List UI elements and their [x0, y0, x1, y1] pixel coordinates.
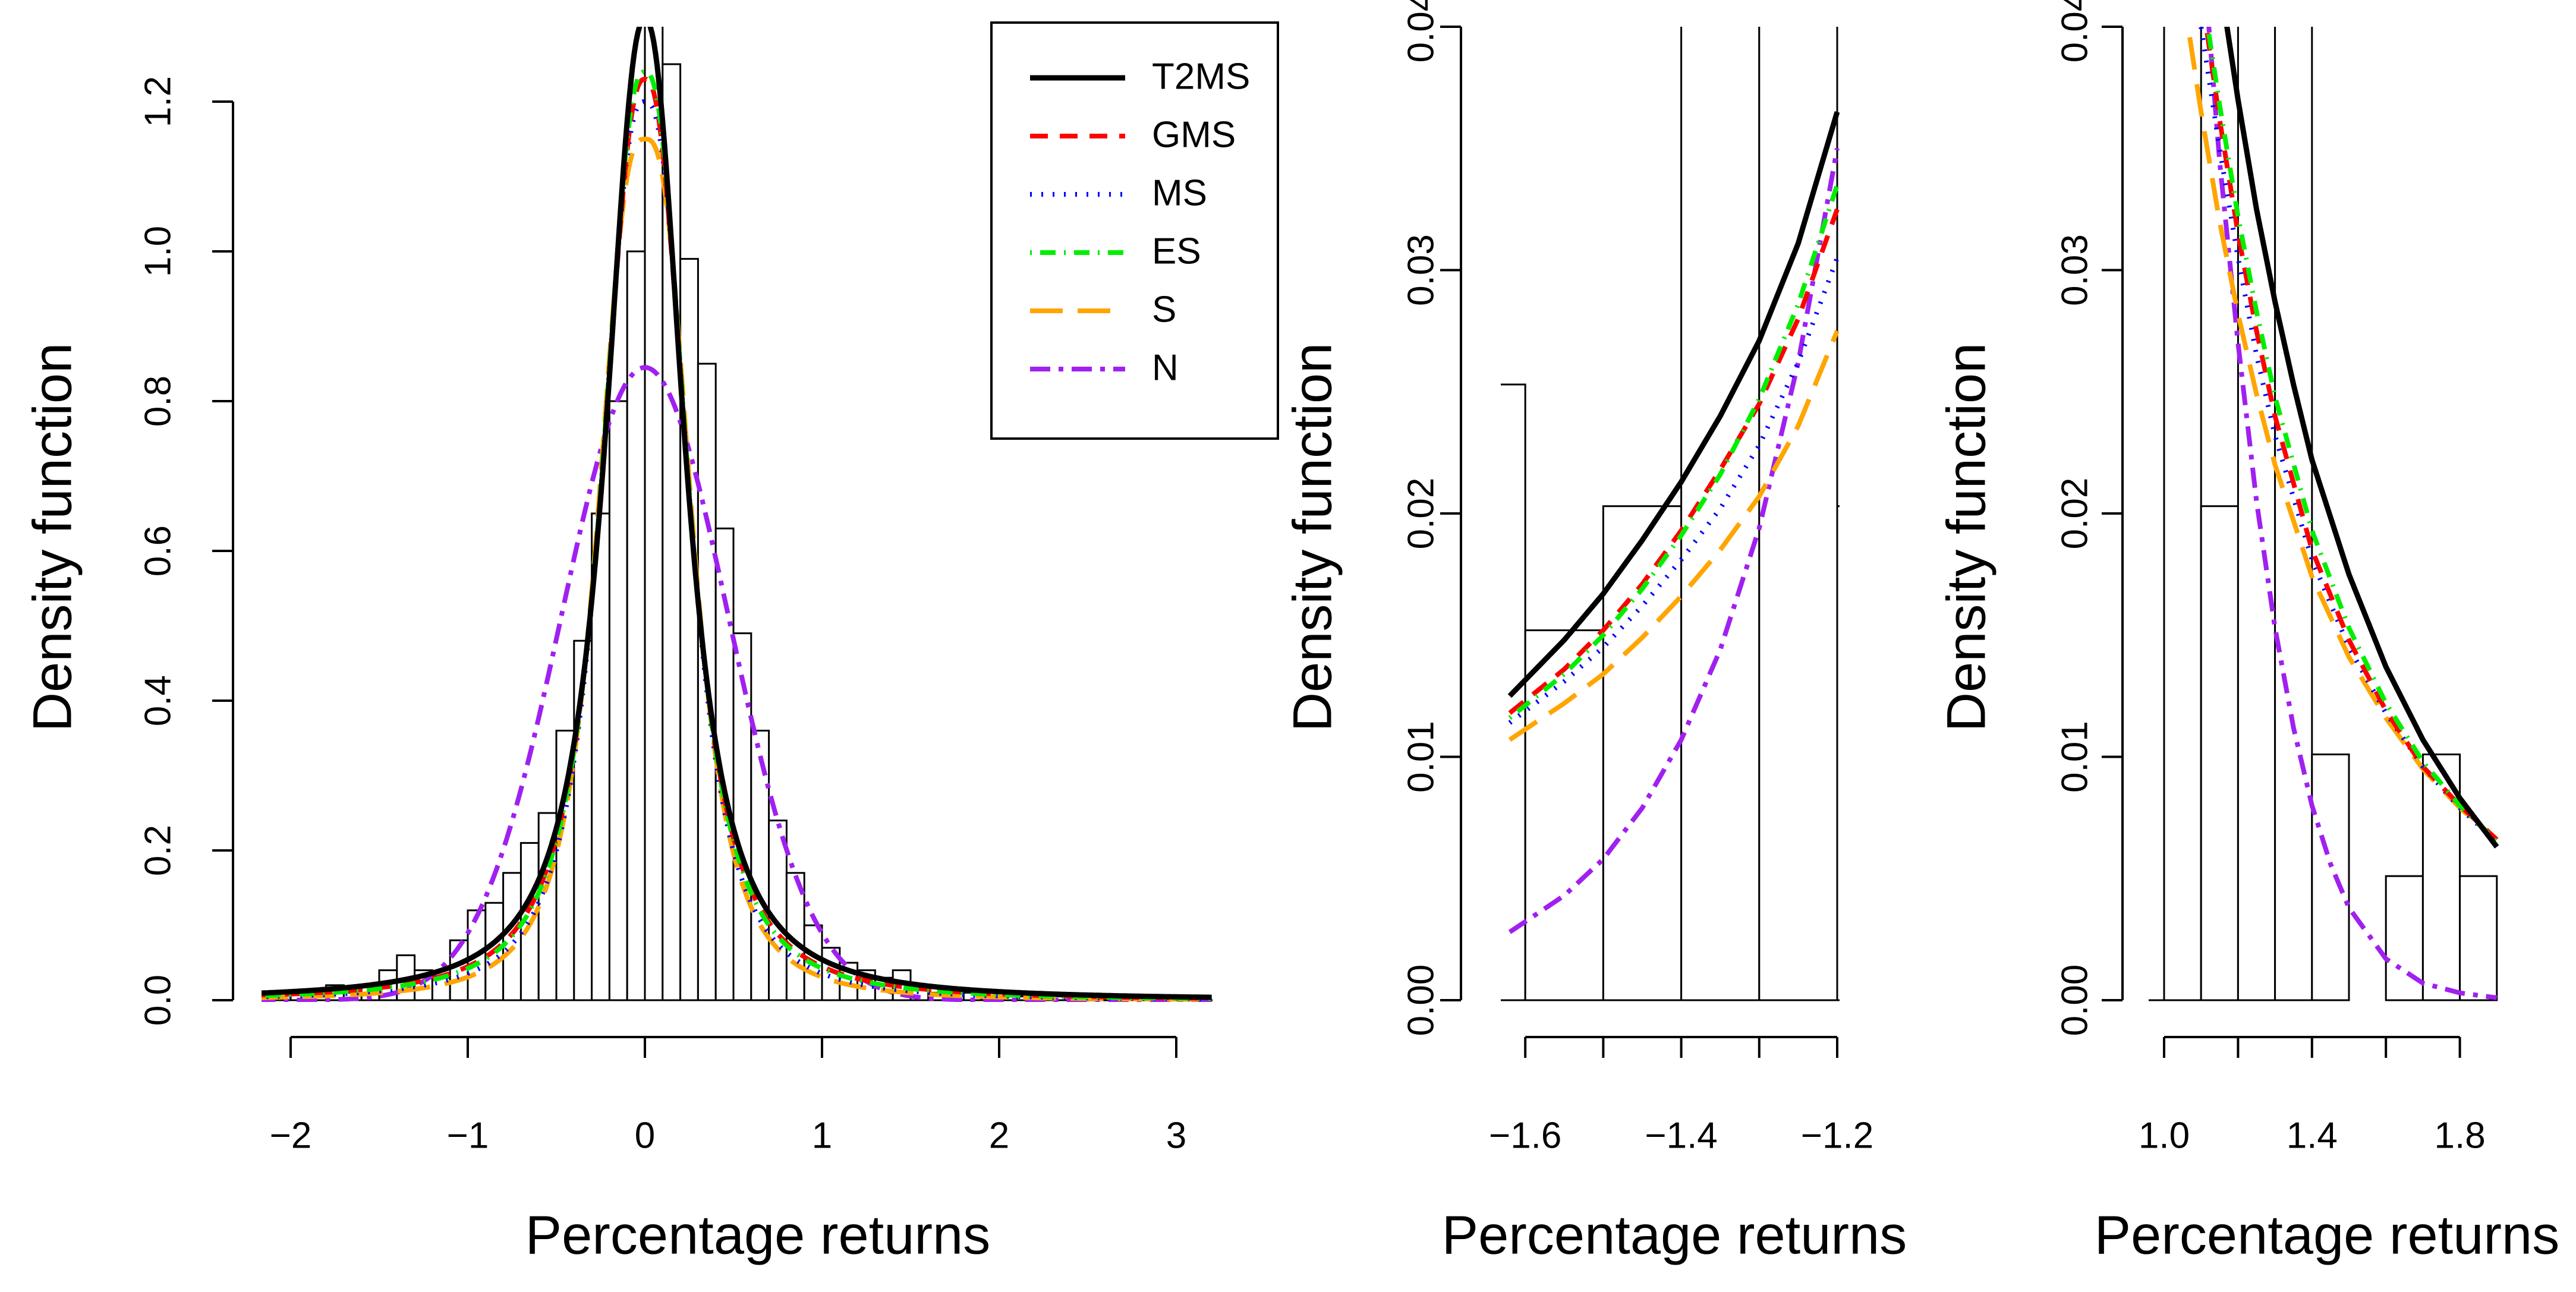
y-tick-label: 0.01 [1400, 721, 1441, 793]
histogram-bar [2274, 27, 2313, 1001]
y-axis-label: Density function [22, 343, 83, 732]
plot-area [262, 27, 1213, 1002]
x-axis-label: Percentage returns [2095, 1205, 2559, 1265]
histogram-bar [626, 250, 646, 1001]
legend-label-T2MS: T2MS [1152, 56, 1250, 97]
x-tick-label: −1.4 [1645, 1115, 1717, 1156]
x-tick-label: −2 [270, 1115, 312, 1156]
y-tick-label: 0.00 [1400, 965, 1441, 1036]
y-tick-label: 0.8 [137, 376, 178, 427]
density-curve-T2MS [262, 27, 1212, 1000]
legend: T2MS GMS MS ES SN [990, 21, 1279, 440]
density-curve-N [262, 365, 1212, 1002]
y-axis-label: Density function [1936, 343, 1996, 732]
x-tick-label: 1.4 [2287, 1115, 2338, 1156]
histogram-bar [2311, 753, 2350, 1001]
x-tick-label: 1 [812, 1115, 832, 1156]
panel-left-tail-zoom: −1.6 −1.4 −1.2 0.00 0.01 0.02 0.03 0.04 Percenta… [1282, 0, 1907, 1265]
density-curve-S [1508, 330, 1840, 742]
density-curve-ES [1508, 184, 1840, 720]
panel-right-tail-zoom: 1.0 1.4 1.8 0.00 0.01 0.02 0.03 0.04 Percentage … [1936, 0, 2559, 1265]
y-tick-label: 0.03 [1400, 234, 1441, 306]
plot-area [1501, 27, 1840, 1001]
histogram-bar [2149, 27, 2165, 1001]
histogram-bar [608, 400, 628, 1001]
plot-area [2149, 27, 2499, 1001]
legend-label-S: S [1152, 289, 1176, 330]
density-curve-N [1508, 147, 1840, 934]
x-tick-label: 0 [635, 1115, 655, 1156]
y-tick-label: 0.0 [137, 975, 178, 1026]
density-curve-N [2206, 27, 2498, 1000]
legend-label-MS: MS [1152, 172, 1207, 213]
y-tick-label: 0.00 [2054, 965, 2095, 1036]
y-axis-label: Density function [1282, 343, 1343, 732]
y-tick-label: 0.03 [2054, 234, 2095, 306]
y-tick-label: 0.6 [137, 525, 178, 576]
density-curve-GMS [1508, 208, 1840, 715]
histogram-bar [1680, 27, 1761, 1001]
y-tick-label: 1.0 [137, 226, 178, 277]
density-curve-GMS [2203, 27, 2499, 842]
x-axis-label: Percentage returns [1442, 1205, 1907, 1265]
legend-label-GMS: GMS [1152, 114, 1236, 155]
y-tick-label: 1.2 [137, 76, 178, 127]
panel-full-distribution: −2 −1 0 1 2 3 0.0 0.2 0.4 0.6 0.8 1.0 1.2 Percentage … [22, 21, 1279, 1265]
y-tick-label: 0.02 [1400, 478, 1441, 550]
histogram-bar [2200, 505, 2239, 1001]
x-tick-label: 2 [989, 1115, 1009, 1156]
x-tick-label: 1.8 [2434, 1115, 2485, 1156]
histogram-bar [1758, 27, 1838, 1001]
density-curve-MS [1508, 257, 1840, 725]
x-tick-label: −1.2 [1801, 1115, 1873, 1156]
x-tick-label: −1.6 [1489, 1115, 1561, 1156]
x-tick-label: 3 [1166, 1115, 1186, 1156]
y-tick-label: 0.04 [1400, 0, 1441, 62]
density-curve-T2MS [1507, 111, 1840, 698]
x-tick-label: −1 [447, 1115, 489, 1156]
histogram-bar [644, 27, 664, 1001]
histogram-bar [555, 729, 575, 1001]
density-curve-T2MS [2224, 27, 2499, 849]
y-tick-label: 0.2 [137, 825, 178, 876]
legend-label-ES: ES [1152, 231, 1201, 272]
y-tick-label: 0.02 [2054, 478, 2095, 550]
density-curve-MS [2199, 27, 2499, 844]
histogram-bar [1836, 505, 1840, 1001]
y-tick-label: 0.01 [2054, 721, 2095, 793]
density-curve-MS [262, 99, 1212, 1001]
y-tick-label: 0.4 [137, 675, 178, 726]
histogram-bar [2163, 27, 2202, 1001]
legend-label-N: N [1152, 347, 1179, 388]
histogram-bar [732, 632, 752, 1001]
histogram-bar [2459, 875, 2498, 1001]
y-tick-label: 0.04 [2054, 0, 2095, 62]
x-tick-label: 1.0 [2139, 1115, 2190, 1156]
x-axis-label: Percentage returns [525, 1205, 990, 1265]
